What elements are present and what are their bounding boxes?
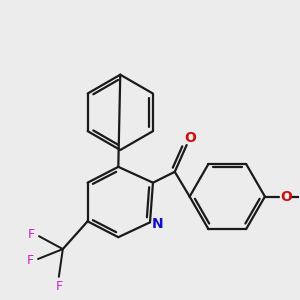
Text: N: N bbox=[152, 217, 164, 231]
Text: F: F bbox=[27, 254, 34, 268]
Text: F: F bbox=[55, 280, 62, 293]
Text: O: O bbox=[185, 131, 197, 145]
Text: O: O bbox=[280, 190, 292, 204]
Text: F: F bbox=[28, 228, 35, 241]
